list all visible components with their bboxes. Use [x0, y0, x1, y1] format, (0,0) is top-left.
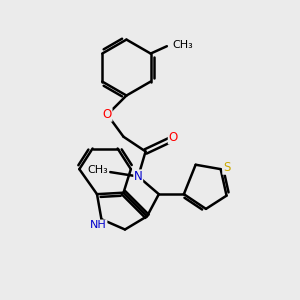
Text: CH₃: CH₃: [172, 40, 193, 50]
Text: S: S: [223, 161, 230, 174]
Text: O: O: [103, 108, 112, 121]
Text: O: O: [168, 131, 178, 144]
Text: CH₃: CH₃: [87, 165, 108, 175]
Text: NH: NH: [90, 220, 107, 230]
Text: N: N: [134, 170, 142, 183]
